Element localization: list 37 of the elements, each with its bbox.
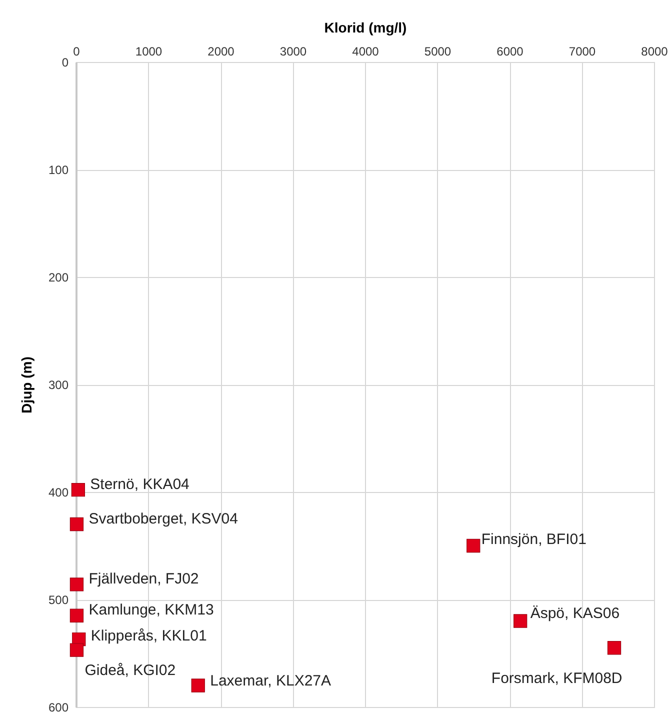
y-tick-label: 600 — [48, 700, 69, 714]
x-tick-label: 4000 — [352, 44, 380, 58]
x-tick-label: 8000 — [641, 44, 668, 58]
point — [70, 517, 84, 532]
x-tick-label: 2000 — [208, 44, 235, 58]
annotation: Svartboberget, KSV04 — [88, 510, 238, 528]
annotation: Kamlunge, KKM13 — [88, 602, 214, 619]
point — [607, 641, 622, 655]
annotation: Finnsjön, BFI01 — [481, 530, 586, 548]
point — [71, 483, 85, 497]
y-axis-title: Djup (m) — [18, 356, 34, 414]
x-tick-label: 6000 — [496, 44, 524, 58]
y-tick-label: 500 — [48, 593, 69, 607]
point — [70, 578, 84, 592]
annotation: Forsmark, KFM08D — [491, 670, 622, 687]
annotation: Gideå, KGI02 — [84, 662, 176, 680]
x-tick-label: 1000 — [135, 44, 162, 58]
x-tick-label: 5000 — [424, 44, 452, 58]
x-tick-label: 3000 — [280, 44, 307, 58]
x-axis-title: Klorid (mg/l) — [324, 20, 407, 36]
x-tick-label: 7000 — [568, 44, 596, 58]
y-tick-label: 400 — [48, 486, 69, 500]
annotation: Laxemar, KLX27A — [210, 672, 332, 690]
y-tick-label: 200 — [48, 270, 69, 284]
annotation: Äspö, KAS06 — [530, 605, 620, 622]
annotation: Klipperås, KKL01 — [90, 627, 207, 644]
annotation: Sternö, KKA04 — [90, 476, 190, 493]
annotation: Fjällveden, FJ02 — [88, 570, 199, 588]
y-tick-label: 100 — [48, 163, 69, 177]
y-tick-label: 0 — [62, 56, 69, 70]
point — [70, 643, 84, 657]
point — [191, 678, 205, 692]
x-tick-label: 0 — [73, 44, 80, 58]
y-tick-label: 300 — [48, 378, 69, 392]
point — [466, 538, 480, 553]
point — [70, 608, 84, 622]
point — [514, 614, 528, 628]
